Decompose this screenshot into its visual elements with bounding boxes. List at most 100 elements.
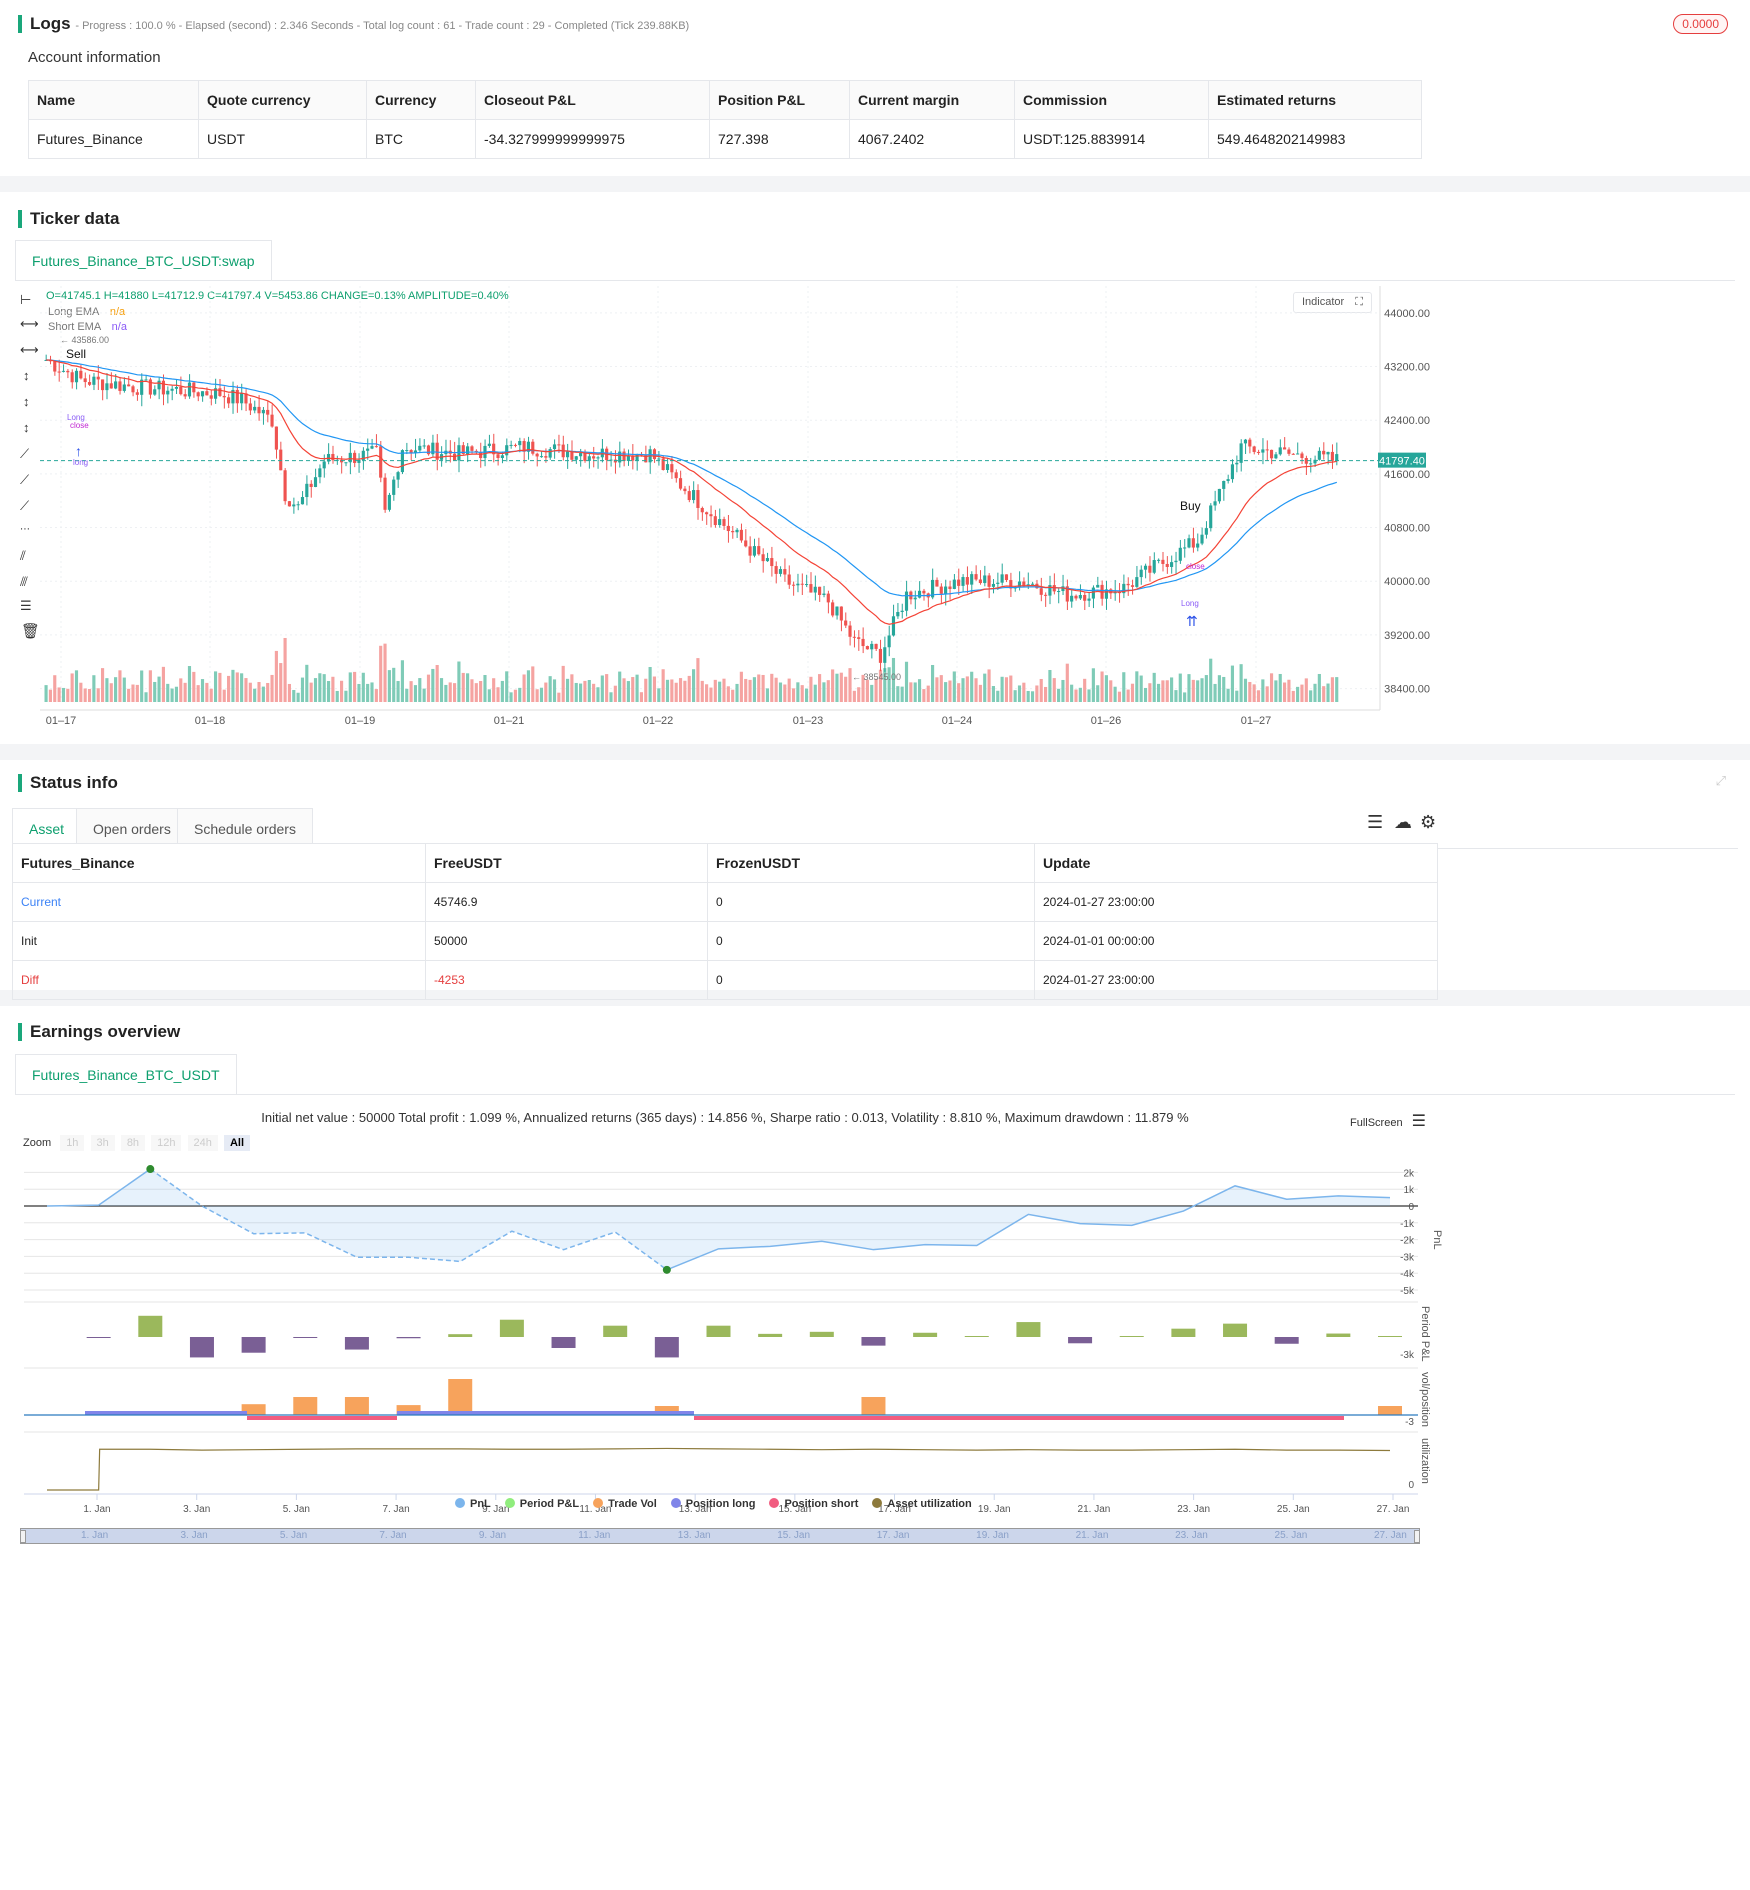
volume-bar [479,681,483,702]
candle-body [1278,447,1282,455]
zoom-8h-button[interactable]: 8h [120,1135,146,1151]
volume-bar [1122,672,1126,702]
candle-body [374,446,378,448]
settings-gear-icon[interactable]: ⚙ [1420,812,1437,832]
fullscreen-button[interactable]: FullScreen ☰ [1350,1111,1426,1131]
horizontal-line-tool-icon[interactable]: ⟷ [20,316,39,331]
collapse-icon[interactable]: ⤢ [1715,773,1726,788]
candle-body [240,393,244,404]
asset-cell: -4253 [425,960,708,1000]
tab-earnings-symbol[interactable]: Futures_Binance_BTC_USDT [15,1054,237,1094]
volume-bar [148,670,152,702]
low-price-label: ← 38545.00 [852,672,901,682]
candle-body [965,577,969,585]
long-arrow-icon: ↑ [75,443,82,459]
period-pnl-bar [293,1337,318,1338]
candle-body [131,386,135,393]
candle-body [635,454,639,461]
candle-body [200,391,205,397]
volume-bar [1309,690,1313,702]
legend-item[interactable]: Asset utilization [872,1498,972,1510]
long-small-marker-label: long [73,458,88,467]
volume-bar [535,689,539,702]
vertical-line-tool-icon[interactable]: ↕ [23,368,30,383]
cloud-download-icon[interactable]: ☁ [1394,812,1412,832]
zoom-all-button[interactable]: All [223,1135,251,1151]
price-line-tool-icon[interactable]: ⋯ [20,524,30,535]
candle-body [535,453,539,457]
volume-bar [800,685,804,702]
volume-bar [1204,675,1208,702]
earnings-x-tick-label: 17. Jan [878,1504,911,1515]
tab-open-orders[interactable]: Open orders [76,808,188,848]
volume-bar [583,680,587,702]
indicator-button[interactable]: Indicator ⛶ [1293,292,1372,313]
tab-schedule-orders[interactable]: Schedule orders [177,808,313,848]
navigator-right-handle[interactable] [1414,1530,1420,1543]
candle-body [174,387,179,389]
legend-item[interactable]: Trade Vol [593,1498,657,1510]
parallel-line-tool-icon[interactable]: ⫽ [20,548,26,563]
period-pnl-bar [1223,1323,1248,1337]
channel-tool-icon[interactable]: ⫻ [20,574,28,589]
fibonacci-tool-icon[interactable]: ☰ [20,598,32,613]
candle-body [978,579,982,584]
zoom-3h-button[interactable]: 3h [90,1135,115,1151]
horizontal-ray-tool-icon[interactable]: ⟷ [20,342,39,357]
volume-bar [665,679,670,702]
vertical-segment-tool-icon[interactable]: ↕ [23,394,30,409]
trash-icon[interactable]: 🗑 [21,623,41,640]
volume-bar [922,689,926,702]
legend-item[interactable]: Period P&L [504,1498,579,1510]
volume-bar [822,682,826,702]
crosshair-tool-icon[interactable]: ⊢ [20,292,32,307]
volume-bar [1052,678,1056,702]
candle-body [148,379,152,395]
segment-tool-icon[interactable]: ⟋ [20,498,30,513]
volume-bar [166,683,170,702]
navigator-bar[interactable]: 1. Jan 3. Jan 5. Jan 7. Jan 9. Jan 11. Jan 13.… [20,1528,1420,1544]
volume-bar [596,687,600,702]
candle-body [1274,454,1278,459]
candle-body [1300,453,1304,458]
navigator-left-handle[interactable] [20,1530,26,1543]
tab-ticker-symbol[interactable]: Futures_Binance_BTC_USDT:swap [15,240,272,280]
close-marker-label: close [1186,562,1205,571]
volume-bar [253,688,257,702]
legend-item[interactable]: Position long [670,1498,755,1510]
volume-bar [66,688,70,702]
candle-body [57,371,61,373]
candle-body [548,449,552,458]
volume-bar [270,674,274,702]
volume-bar [526,670,531,702]
candle-body [583,453,587,461]
vertical-ray-tool-icon[interactable]: ↕ [23,420,30,435]
volume-bar [174,686,179,702]
expand-icon[interactable]: ⛶ [1355,296,1363,308]
candle-body [1296,453,1300,455]
tab-asset[interactable]: Asset [12,808,82,848]
candle-body [170,388,174,391]
zoom-1h-button[interactable]: 1h [60,1135,85,1151]
volume-bar [305,664,309,702]
candle-body [1170,562,1174,567]
candle-body [1000,574,1004,583]
zoom-24h-button[interactable]: 24h [187,1135,218,1151]
volume-bar [561,665,565,702]
hamburger-menu-icon[interactable]: ☰ [1411,1113,1426,1130]
candle-body [166,390,170,395]
trend-line-tool-icon[interactable]: ⟋ [20,446,30,461]
zoom-12h-button[interactable]: 12h [151,1135,182,1151]
legend-item[interactable]: Position short [769,1498,858,1510]
volume-bar [153,681,157,702]
ray-line-tool-icon[interactable]: ⟋ [20,472,30,487]
candle-body [1191,538,1195,548]
volume-bar [466,673,470,702]
candle-body [218,388,222,396]
menu-icon[interactable]: ☰ [1367,812,1384,832]
volume-bar [770,673,774,702]
candle-body [227,397,231,404]
volume-bar [309,682,313,702]
legend-item[interactable]: PnL [455,1498,491,1510]
volume-bar [1174,690,1178,702]
